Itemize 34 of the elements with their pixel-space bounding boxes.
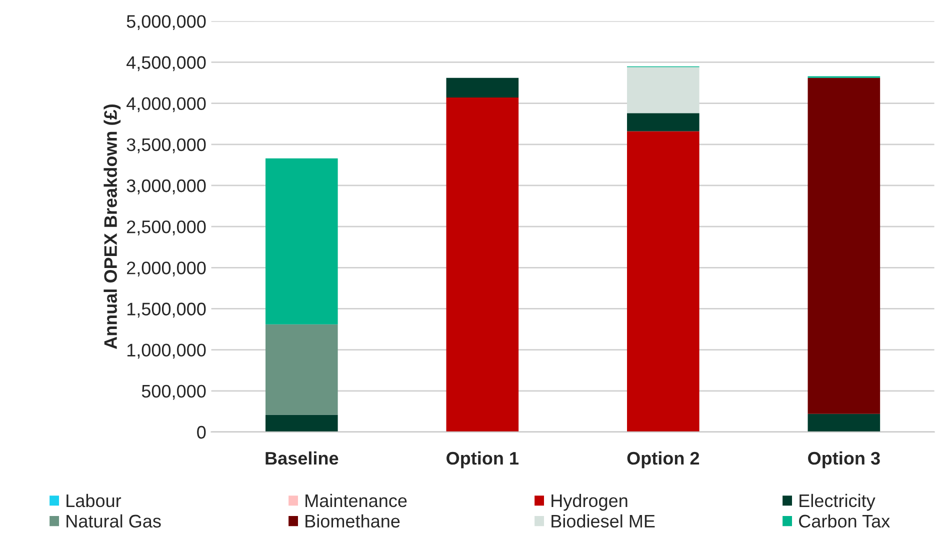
y-tick-label: 2,000,000 [127,262,206,276]
bar [808,414,880,432]
legend-label: Labour [66,494,122,508]
legend-label: Carbon Tax [799,514,890,528]
y-tick-label: 5,000,000 [126,15,206,30]
bar [446,78,519,98]
bar [808,78,880,414]
x-tick-label: Option 1 [446,451,519,468]
bar [627,113,700,132]
y-tick-label: 0 [197,426,206,439]
legend-label: Natural Gas [66,514,161,528]
x-tick-label: Option 3 [808,451,880,468]
bar [266,414,338,432]
x-tick-label: Option 2 [627,451,700,468]
bar [266,158,338,324]
y-tick-label: 4,000,000 [126,97,206,112]
y-tick-label: 3,500,000 [126,138,206,154]
x-tick-label: Baseline [266,451,338,465]
legend-label: Biodiesel ME [552,514,655,528]
y-tick-label: 2,500,000 [127,220,206,236]
legend-label: Hydrogen [552,494,628,511]
legend-label: Electricity [800,494,876,511]
y-axis-title: Annual OPEX Breakdown (£) [104,104,121,349]
legend-label: Biomethane [306,514,400,528]
bar [627,131,700,432]
y-tick-label: 1,000,000 [127,344,206,359]
bar [446,98,519,432]
y-tick-label: 500,000 [142,384,206,400]
y-tick-label: 4,500,000 [126,56,206,72]
bar [266,324,338,415]
bar [627,67,700,114]
y-tick-label: 1,500,000 [127,302,206,318]
legend-label: Maintenance [306,494,407,508]
y-tick-label: 3,000,000 [126,179,206,194]
